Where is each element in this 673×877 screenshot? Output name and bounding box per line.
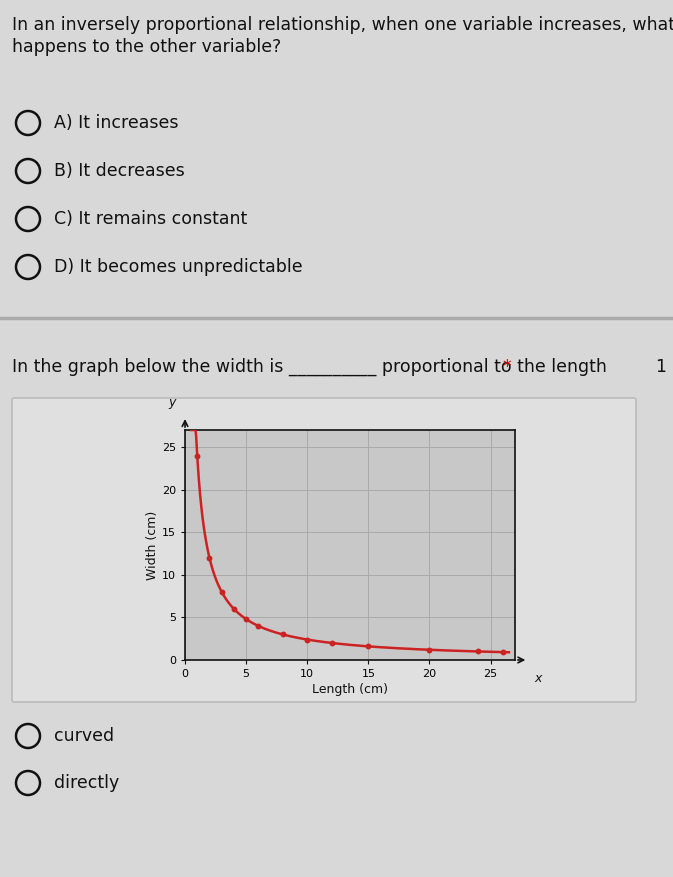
Text: y: y	[168, 396, 176, 410]
Point	[204, 551, 215, 565]
Point	[253, 619, 264, 633]
Point	[229, 602, 240, 616]
Point	[326, 636, 337, 650]
Y-axis label: Width (cm): Width (cm)	[146, 510, 159, 580]
FancyBboxPatch shape	[12, 398, 636, 702]
Point	[192, 448, 203, 462]
Text: x: x	[535, 672, 542, 685]
Text: C) It remains constant: C) It remains constant	[54, 210, 247, 228]
Text: D) It becomes unpredictable: D) It becomes unpredictable	[54, 258, 303, 276]
Text: In an inversely proportional relationship, when one variable increases, what: In an inversely proportional relationshi…	[12, 16, 673, 34]
Text: curved: curved	[54, 727, 114, 745]
Point	[473, 645, 484, 659]
Point	[277, 627, 288, 641]
Text: 1: 1	[655, 358, 666, 376]
Text: In the graph below the width is __________ proportional to the length: In the graph below the width is ________…	[12, 358, 612, 376]
Point	[241, 612, 252, 626]
Point	[424, 643, 435, 657]
Text: happens to the other variable?: happens to the other variable?	[12, 38, 281, 56]
Text: *: *	[502, 358, 511, 376]
Text: A) It increases: A) It increases	[54, 114, 178, 132]
Point	[363, 639, 374, 653]
X-axis label: Length (cm): Length (cm)	[312, 683, 388, 696]
Point	[497, 645, 508, 660]
Text: B) It decreases: B) It decreases	[54, 162, 185, 180]
Point	[302, 632, 312, 646]
Text: directly: directly	[54, 774, 119, 792]
Point	[216, 585, 227, 599]
